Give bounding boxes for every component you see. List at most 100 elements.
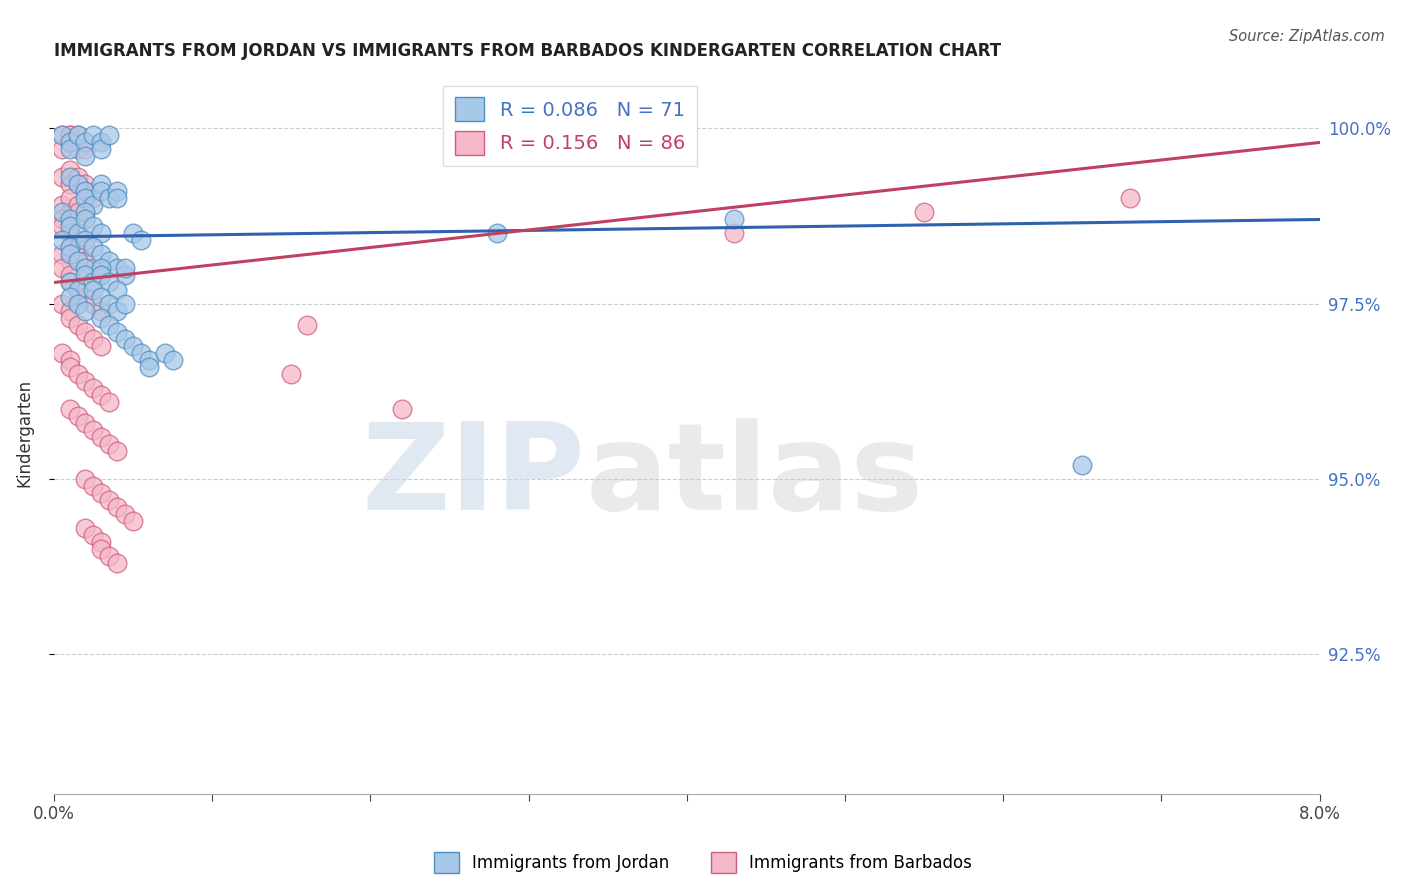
Point	[51, 247, 73, 261]
Point	[75, 212, 97, 227]
Point	[59, 276, 82, 290]
Point	[59, 352, 82, 367]
Point	[75, 303, 97, 318]
Point	[82, 276, 104, 290]
Point	[66, 296, 89, 310]
Point	[75, 325, 97, 339]
Point	[1071, 458, 1094, 472]
Point	[122, 338, 145, 352]
Legend: R = 0.086   N = 71, R = 0.156   N = 86: R = 0.086 N = 71, R = 0.156 N = 86	[443, 86, 696, 166]
Point	[59, 136, 82, 150]
Point	[90, 387, 112, 401]
Point	[90, 136, 112, 150]
Point	[75, 268, 97, 283]
Point	[75, 136, 97, 150]
Point	[51, 234, 73, 248]
Point	[75, 234, 97, 248]
Point	[75, 416, 97, 430]
Point	[90, 338, 112, 352]
Point	[51, 143, 73, 157]
Point	[82, 380, 104, 394]
Point	[66, 234, 89, 248]
Legend: Immigrants from Jordan, Immigrants from Barbados: Immigrants from Jordan, Immigrants from …	[427, 846, 979, 880]
Point	[51, 296, 73, 310]
Point	[90, 303, 112, 318]
Point	[66, 409, 89, 423]
Point	[51, 212, 73, 227]
Point	[129, 234, 152, 248]
Point	[59, 254, 82, 268]
Point	[75, 520, 97, 534]
Point	[51, 128, 73, 143]
Point	[114, 268, 136, 283]
Point	[66, 283, 89, 297]
Point	[51, 128, 73, 143]
Point	[66, 205, 89, 219]
Point	[82, 478, 104, 492]
Y-axis label: Kindergarten: Kindergarten	[15, 379, 32, 487]
Point	[59, 240, 82, 254]
Point	[1119, 191, 1142, 205]
Point	[114, 261, 136, 276]
Point	[51, 219, 73, 234]
Point	[114, 507, 136, 521]
Point	[912, 205, 935, 219]
Point	[122, 514, 145, 528]
Point	[98, 254, 121, 268]
Point	[82, 527, 104, 541]
Point	[98, 128, 121, 143]
Point	[59, 191, 82, 205]
Point	[59, 136, 82, 150]
Point	[59, 143, 82, 157]
Point	[75, 185, 97, 199]
Point	[90, 541, 112, 556]
Point	[66, 128, 89, 143]
Point	[105, 261, 128, 276]
Point	[66, 227, 89, 241]
Point	[75, 143, 97, 157]
Point	[82, 191, 104, 205]
Point	[90, 261, 112, 276]
Point	[82, 283, 104, 297]
Text: IMMIGRANTS FROM JORDAN VS IMMIGRANTS FROM BARBADOS KINDERGARTEN CORRELATION CHAR: IMMIGRANTS FROM JORDAN VS IMMIGRANTS FRO…	[53, 42, 1001, 60]
Point	[105, 500, 128, 514]
Point	[75, 261, 97, 276]
Point	[59, 178, 82, 192]
Point	[59, 219, 82, 234]
Point	[98, 318, 121, 332]
Point	[59, 163, 82, 178]
Point	[122, 227, 145, 241]
Point	[90, 247, 112, 261]
Point	[66, 367, 89, 381]
Point	[59, 247, 82, 261]
Point	[66, 178, 89, 192]
Point	[66, 170, 89, 185]
Point	[66, 318, 89, 332]
Point	[723, 227, 745, 241]
Point	[90, 534, 112, 549]
Point	[59, 268, 82, 283]
Point	[75, 205, 97, 219]
Point	[105, 556, 128, 570]
Point	[59, 128, 82, 143]
Point	[98, 436, 121, 450]
Point	[82, 261, 104, 276]
Point	[59, 289, 82, 303]
Point	[75, 136, 97, 150]
Point	[295, 318, 318, 332]
Point	[90, 268, 112, 283]
Point	[75, 191, 97, 205]
Point	[98, 394, 121, 409]
Point	[59, 205, 82, 219]
Point	[280, 367, 302, 381]
Point	[105, 443, 128, 458]
Point	[82, 219, 104, 234]
Point	[105, 325, 128, 339]
Point	[66, 247, 89, 261]
Point	[59, 240, 82, 254]
Point	[485, 227, 508, 241]
Point	[90, 485, 112, 500]
Point	[75, 472, 97, 486]
Point	[82, 296, 104, 310]
Point	[59, 227, 82, 241]
